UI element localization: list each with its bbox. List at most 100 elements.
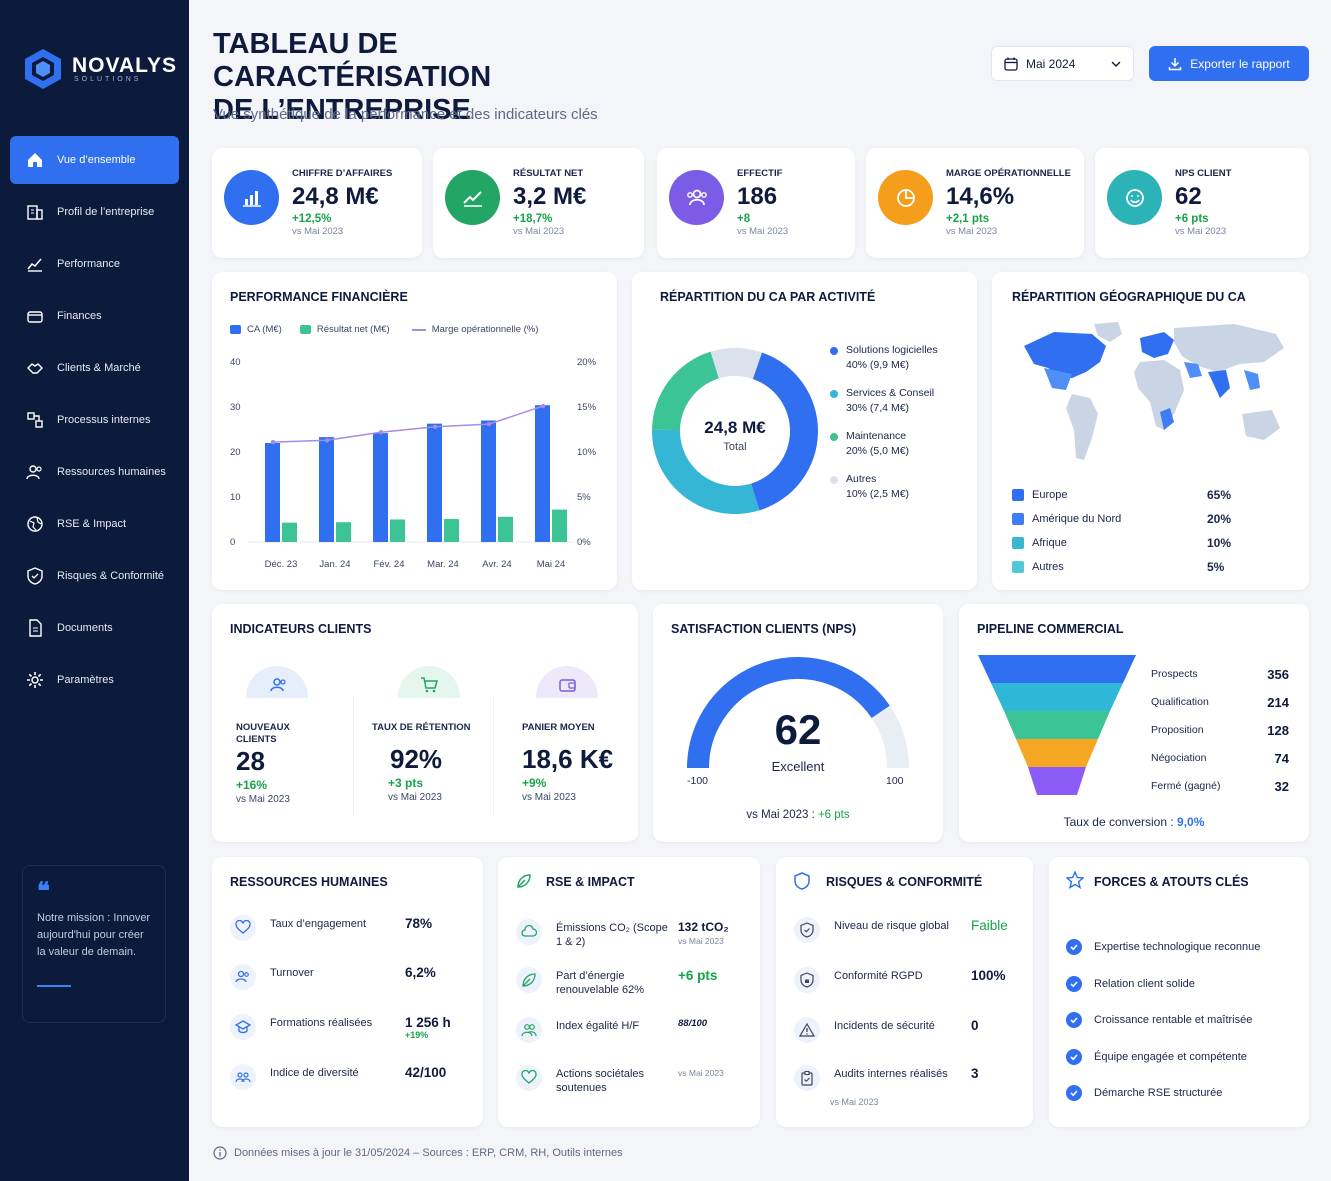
building-icon [27, 205, 43, 220]
forces-card: FORCES & ATOUTS CLÉS Expertise technolog… [1049, 857, 1309, 1127]
bar-rn [552, 509, 567, 542]
force-item: Démarche RSE structurée [1066, 1075, 1296, 1112]
risk-label: Conformité RGPD [834, 970, 923, 982]
clients-title: INDICATEURS CLIENTS [230, 622, 372, 636]
nav-item-10[interactable]: Paramètres [10, 656, 179, 704]
bar-ca [319, 437, 334, 542]
divider [353, 696, 354, 816]
globe-icon [27, 516, 43, 532]
legend-text: Solutions logicielles 40% (9,9 M€) [846, 344, 938, 371]
client-metric-label: TAUX DE RÉTENTION [372, 722, 471, 733]
funnel-stage [978, 655, 1136, 683]
y-tick-right: 15% [577, 402, 597, 413]
geo-pct: 65% [1207, 488, 1232, 502]
nav-label: Processus internes [57, 414, 151, 426]
rh-value-box: 42/100 [405, 1064, 465, 1080]
nav-item-1[interactable]: Profil de l’entreprise [10, 188, 179, 236]
cart-icon [398, 666, 460, 698]
x-tick: Mar. 24 [427, 559, 459, 570]
y-tick-left: 20 [230, 447, 241, 458]
process-icon [27, 412, 43, 428]
nav-item-9[interactable]: Documents [10, 604, 179, 652]
home-icon [28, 153, 42, 167]
nav-item-3[interactable]: Finances [10, 292, 179, 340]
nav-label: Profil de l’entreprise [57, 206, 155, 218]
kpi-card-4: NPS CLIENT 62 +6 pts vs Mai 2023 [1095, 148, 1309, 258]
legend-amount: 20% (5,0 M€) [846, 445, 910, 457]
export-button[interactable]: Exporter le rapport [1149, 46, 1309, 81]
nav-label: Risques & Conformité [57, 570, 164, 582]
nav-item-5[interactable]: Processus internes [10, 396, 179, 444]
rse-label: Part d’énergie renouvelable 62% [556, 970, 645, 996]
leaf-icon [516, 967, 542, 993]
kpi-change: +8 [737, 213, 751, 225]
marge-line [272, 405, 544, 443]
legend-dot [830, 347, 838, 355]
rh-label: Formations réalisées [270, 1017, 373, 1029]
rh-value-box: 6,2% [405, 964, 465, 980]
force-label: Croissance rentable et maîtrisée [1094, 1014, 1253, 1027]
forces-title: FORCES & ATOUTS CLÉS [1094, 875, 1249, 889]
force-label: Démarche RSE structurée [1094, 1087, 1223, 1100]
nav-item-7[interactable]: RSE & Impact [10, 500, 179, 548]
donut-center: 24,8 M€ Total [680, 418, 790, 453]
client-metric-label: NOUVEAUX CLIENTS [236, 722, 290, 745]
export-label: Exporter le rapport [1190, 56, 1290, 71]
rh-change: +19% [405, 1030, 429, 1040]
rse-value: +6 pts [678, 968, 718, 983]
alert-icon [794, 1017, 820, 1043]
rh-label: Taux d’engagement [270, 918, 367, 930]
bar-ca [427, 423, 442, 542]
donut-total-value: 24,8 M€ [704, 418, 766, 437]
kpi-vs: vs Mai 2023 [513, 226, 565, 237]
rh-row: Formations réalisées 1 256 h +19% [230, 1014, 465, 1040]
rse-card: RSE & IMPACT Émissions CO₂ (Scope 1 & 2)… [498, 857, 760, 1127]
bar-ca [481, 420, 496, 542]
donut-slice [751, 352, 818, 511]
legend-amount: 10% (2,5 M€) [846, 488, 910, 500]
performance-title: PERFORMANCE FINANCIÈRE [230, 290, 408, 304]
geo-row: Autres 5% [1012, 555, 1292, 579]
pipeline-stage-value: 128 [1267, 722, 1289, 738]
risk-value-box: 0 [971, 1017, 1015, 1033]
client-metric-vs: vs Mai 2023 [388, 792, 442, 803]
kpi-body: CHIFFRE D’AFFAIRES 24,8 M€ +12,5% vs Mai 20… [292, 164, 392, 237]
nav-label: Documents [57, 622, 113, 634]
mission-text: Notre mission : Innover aujourd'hui pour… [37, 912, 151, 958]
nav-label: Paramètres [57, 674, 114, 686]
nav-item-8[interactable]: Risques & Conformité [10, 552, 179, 600]
geo-pct: 5% [1207, 560, 1225, 574]
equality-icon [516, 1017, 542, 1043]
kpi-vs: vs Mai 2023 [946, 226, 998, 237]
date-selector[interactable]: Mai 2024 [991, 46, 1134, 81]
geo-swatch [1012, 513, 1024, 525]
nav-label: Vue d’ensemble [57, 154, 136, 166]
nav-item-4[interactable]: Clients & Marché [10, 344, 179, 392]
legend-category: Maintenance [846, 430, 907, 442]
rh-card: RESSOURCES HUMAINES Taux d’engagement 78%… [212, 857, 483, 1127]
kpi-body: MARGE OPÉRATIONNELLE 14,6% +2,1 pts vs Mai … [946, 164, 1071, 237]
marge-point [270, 439, 276, 445]
kpi-label: RÉSULTAT NET [513, 168, 584, 179]
rse-value: 88/100 [678, 1018, 708, 1029]
sidebar-nav: Vue d’ensemble Profil de l’entreprise Perf… [10, 136, 179, 708]
funnel-stage [1016, 739, 1098, 767]
nav-item-2[interactable]: Performance [10, 240, 179, 288]
wallet-icon [536, 666, 598, 698]
nps-value: 62 [774, 706, 822, 753]
nav-item-0[interactable]: Vue d’ensemble [10, 136, 179, 184]
chart-bar-icon [224, 170, 279, 225]
rse-row: Actions sociétales soutenues vs Mai 2023 [516, 1065, 742, 1095]
geo-card: RÉPARTITION GÉOGRAPHIQUE DU CA Europe 65%… [992, 272, 1309, 590]
bar-rn [498, 516, 513, 542]
donut-slice [710, 348, 762, 379]
y-tick-left: 10 [230, 492, 241, 503]
kpi-label: EFFECTIF [737, 168, 783, 179]
marge-point [378, 430, 384, 435]
rse-label: Émissions CO₂ (Scope 1 & 2) [556, 922, 668, 948]
rh-value-box: 78% [405, 915, 465, 931]
nav-item-6[interactable]: Ressources humaines [10, 448, 179, 496]
rse-vs: vs Mai 2023 [678, 936, 724, 946]
brand-logo[interactable]: NOVALYS SOLUTIONS [24, 48, 177, 90]
rh-value: 78% [405, 916, 433, 931]
